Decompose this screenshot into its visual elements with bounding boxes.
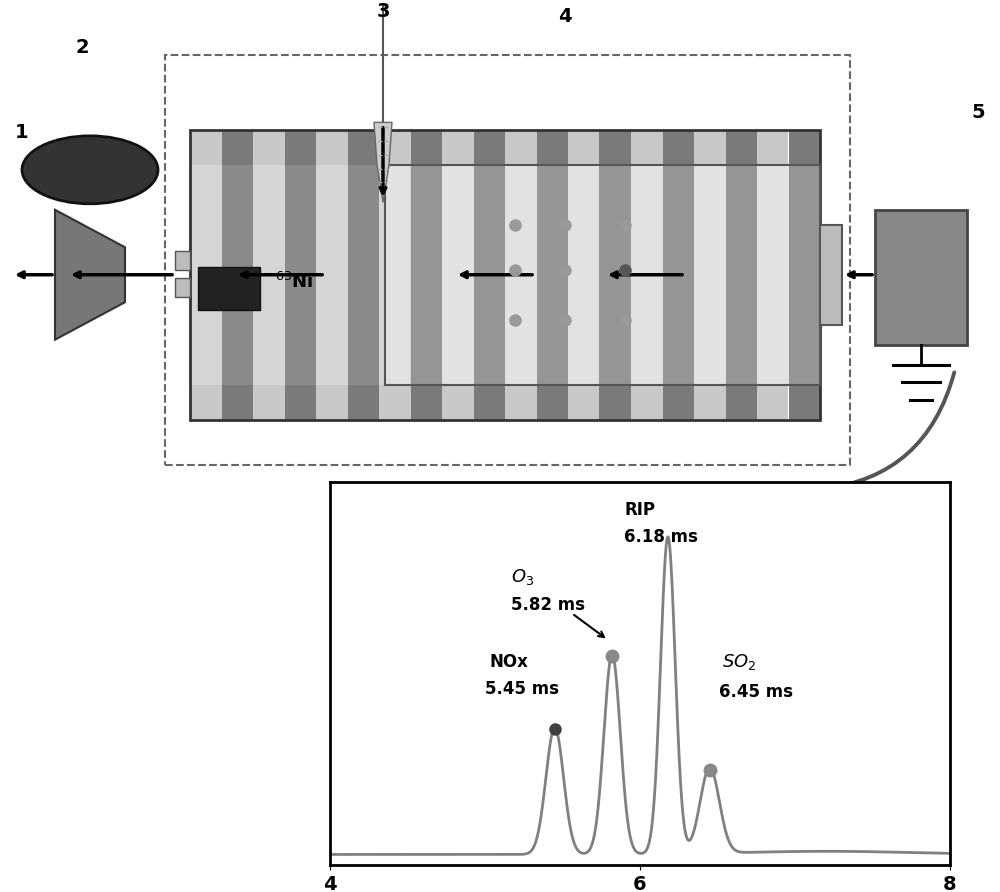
Bar — [757, 165, 788, 384]
Bar — [505, 165, 536, 384]
Text: $^{63}$Ni: $^{63}$Ni — [275, 272, 313, 293]
Bar — [316, 165, 348, 384]
Bar — [820, 225, 842, 325]
Bar — [253, 130, 285, 419]
Bar — [788, 165, 820, 384]
Bar — [190, 165, 385, 384]
Bar — [253, 165, 285, 384]
Bar — [599, 130, 631, 419]
Bar — [222, 130, 253, 419]
Bar — [348, 165, 379, 384]
Bar — [757, 130, 788, 419]
Text: 5: 5 — [971, 103, 985, 122]
Bar — [198, 268, 260, 310]
Bar — [379, 165, 385, 384]
Bar — [385, 165, 820, 384]
Text: 6.45 ms: 6.45 ms — [719, 683, 793, 701]
Bar — [379, 130, 411, 419]
Bar — [442, 165, 474, 384]
Bar — [190, 165, 222, 384]
Circle shape — [22, 136, 158, 203]
Bar — [726, 130, 757, 419]
Bar — [175, 251, 190, 269]
Bar — [568, 165, 600, 384]
Text: 5.45 ms: 5.45 ms — [485, 680, 559, 698]
Text: 5.82 ms: 5.82 ms — [511, 596, 585, 614]
Bar — [505, 130, 536, 419]
Text: 1: 1 — [15, 123, 29, 142]
Text: 2: 2 — [75, 38, 89, 57]
Bar — [694, 165, 726, 384]
Text: 6.18 ms: 6.18 ms — [624, 528, 698, 546]
Bar — [875, 210, 967, 344]
Polygon shape — [374, 122, 392, 202]
Bar — [348, 130, 379, 419]
Text: NOx: NOx — [490, 653, 529, 671]
Bar — [663, 165, 694, 384]
Bar — [190, 130, 820, 419]
Bar — [599, 165, 631, 384]
Bar — [536, 165, 568, 384]
Text: 3: 3 — [376, 3, 390, 21]
Bar — [316, 130, 348, 419]
Bar — [385, 165, 820, 384]
Bar — [788, 130, 820, 419]
Bar — [474, 165, 505, 384]
Text: $O_3$: $O_3$ — [511, 566, 534, 587]
Bar — [442, 130, 474, 419]
Bar — [536, 130, 568, 419]
Polygon shape — [55, 210, 125, 340]
Text: 4: 4 — [558, 7, 572, 27]
Bar — [385, 165, 410, 384]
Bar — [175, 278, 190, 297]
Bar — [694, 130, 726, 419]
Bar — [631, 130, 662, 419]
Bar — [190, 130, 222, 419]
Bar — [568, 130, 600, 419]
Bar — [631, 165, 662, 384]
Bar — [474, 130, 505, 419]
Bar — [726, 165, 757, 384]
Bar — [285, 130, 316, 419]
Bar — [285, 165, 316, 384]
Bar — [222, 165, 253, 384]
Bar — [663, 130, 694, 419]
Bar — [165, 55, 850, 465]
Text: $SO_2$: $SO_2$ — [722, 652, 756, 672]
Bar — [411, 130, 442, 419]
Text: RIP: RIP — [624, 501, 656, 519]
Bar — [411, 165, 442, 384]
